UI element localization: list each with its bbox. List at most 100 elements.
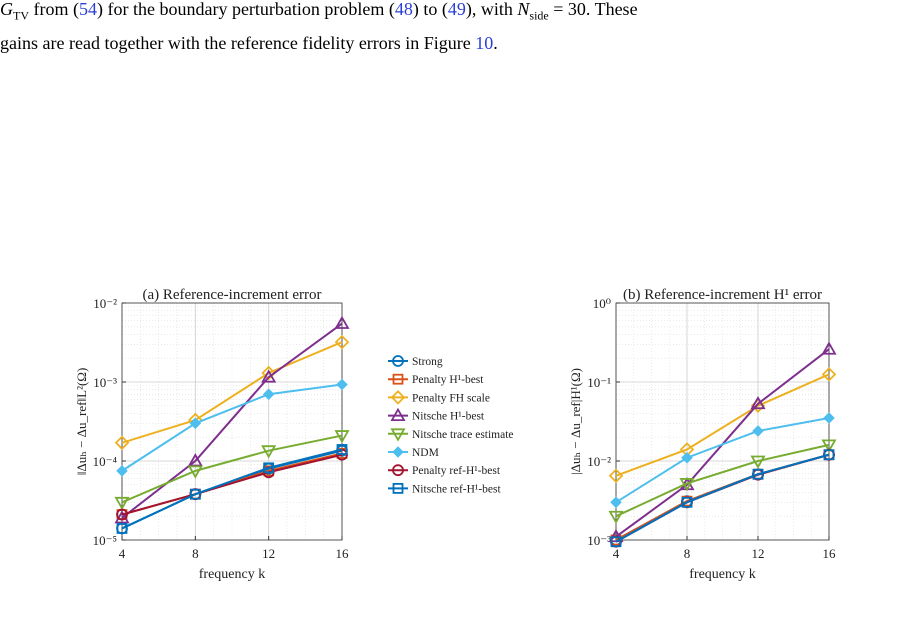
marker — [263, 462, 275, 474]
x-tick-label: 16 — [823, 546, 837, 561]
x-tick-label: 8 — [192, 546, 199, 561]
marker — [752, 468, 764, 480]
marker — [821, 367, 837, 382]
y-tick-label: 10⁻³ — [93, 375, 117, 390]
marker — [114, 435, 130, 451]
y-tick-label: 10⁻⁴ — [93, 454, 118, 469]
y-tick-label: 10⁰ — [593, 296, 611, 311]
text-span: ) to ( — [412, 0, 448, 19]
x-tick-label: 4 — [613, 546, 620, 561]
marker — [261, 369, 277, 383]
series-line — [615, 453, 830, 543]
series-line — [121, 453, 343, 516]
marker — [610, 496, 622, 509]
y-tick-label: 10⁻² — [93, 296, 117, 311]
marker — [681, 451, 693, 464]
text-span: = 30. These — [548, 0, 638, 19]
text-span: TV — [13, 8, 29, 23]
marker — [189, 417, 202, 430]
series-line — [121, 448, 343, 530]
legend-label: Strong — [412, 356, 443, 368]
text-span: side — [529, 8, 549, 23]
marker — [821, 341, 837, 355]
legend-marker — [390, 390, 406, 405]
legend-label: Nitsche ref-H¹-best — [412, 483, 502, 495]
paragraph: GTV from (54) for the boundary perturbat… — [0, 0, 914, 57]
text-span: G — [0, 0, 13, 19]
reference-link[interactable]: 48 — [394, 0, 413, 19]
legend-marker — [392, 482, 404, 494]
text-span: gains are read together with the referen… — [0, 32, 476, 53]
marker — [821, 439, 837, 453]
x-tick-label: 12 — [752, 546, 765, 561]
text-line: gains are read together with the referen… — [0, 30, 914, 57]
marker — [750, 455, 766, 469]
legend-label: Nitsche H¹-best — [412, 411, 485, 423]
series-line — [615, 417, 830, 504]
marker — [114, 496, 130, 511]
y-tick-label: 10⁻⁵ — [93, 533, 117, 548]
marker — [334, 430, 350, 444]
series-line — [121, 434, 343, 504]
reference-link[interactable]: 10 — [475, 32, 494, 53]
series-line — [121, 383, 343, 472]
y-axis-label: ‖Δuₕ − Δu_ref‖L²(Ω) — [74, 368, 89, 476]
legend-marker — [392, 355, 404, 367]
marker — [336, 444, 348, 455]
legend-label: Penalty H¹-best — [412, 374, 484, 386]
x-axis-label: frequency k — [199, 567, 265, 582]
marker — [610, 536, 622, 548]
legend-marker — [390, 407, 406, 422]
marker — [608, 468, 624, 484]
marker — [262, 388, 275, 401]
marker — [608, 510, 624, 525]
axes-box — [121, 302, 343, 541]
chart-title: (a) Reference-increment error — [142, 287, 321, 303]
legend-marker — [392, 373, 404, 385]
marker — [114, 510, 130, 524]
legend-marker — [392, 446, 404, 458]
legend-label: Penalty FH scale — [412, 392, 490, 404]
marker — [752, 425, 764, 437]
marker — [189, 488, 201, 500]
legend-marker — [392, 464, 404, 477]
text-span: ) for the boundary perturbation problem … — [96, 0, 395, 19]
marker — [681, 496, 693, 508]
marker — [261, 445, 277, 459]
legend-label: Penalty ref-H¹-best — [412, 465, 501, 477]
x-tick-label: 16 — [336, 546, 350, 561]
x-tick-label: 4 — [119, 546, 126, 561]
text-span: N — [517, 0, 530, 19]
marker — [261, 365, 276, 381]
marker — [334, 334, 350, 350]
marker — [116, 465, 128, 477]
y-tick-label: 10⁻³ — [587, 533, 611, 548]
legend-marker — [390, 428, 406, 442]
y-axis-label: |Δuₕ − Δu_ref|H¹(Ω) — [568, 368, 583, 475]
reference-link[interactable]: 49 — [447, 0, 466, 19]
marker — [334, 315, 350, 329]
series-line — [615, 443, 830, 518]
text-span: . — [493, 32, 498, 53]
x-tick-label: 8 — [684, 546, 691, 561]
marker — [823, 412, 835, 424]
y-tick-label: 10⁻² — [587, 454, 611, 469]
x-axis-label: frequency k — [689, 567, 755, 582]
y-tick-label: 10⁻¹ — [587, 375, 611, 390]
series-line — [615, 373, 830, 477]
text-line: GTV from (54) for the boundary perturbat… — [0, 0, 914, 30]
chart-title: (b) Reference-increment H¹ error — [623, 287, 822, 303]
marker — [750, 395, 766, 410]
series-line — [121, 322, 343, 519]
marker — [823, 449, 835, 461]
text-span: from ( — [29, 0, 79, 19]
marker — [116, 508, 128, 521]
series-line — [121, 341, 343, 444]
marker — [116, 523, 128, 534]
legend-label: Nitsche trace estimate — [412, 429, 514, 441]
reference-link[interactable]: 54 — [78, 0, 97, 19]
x-tick-label: 12 — [262, 546, 275, 561]
legend-label: NDM — [412, 447, 439, 459]
